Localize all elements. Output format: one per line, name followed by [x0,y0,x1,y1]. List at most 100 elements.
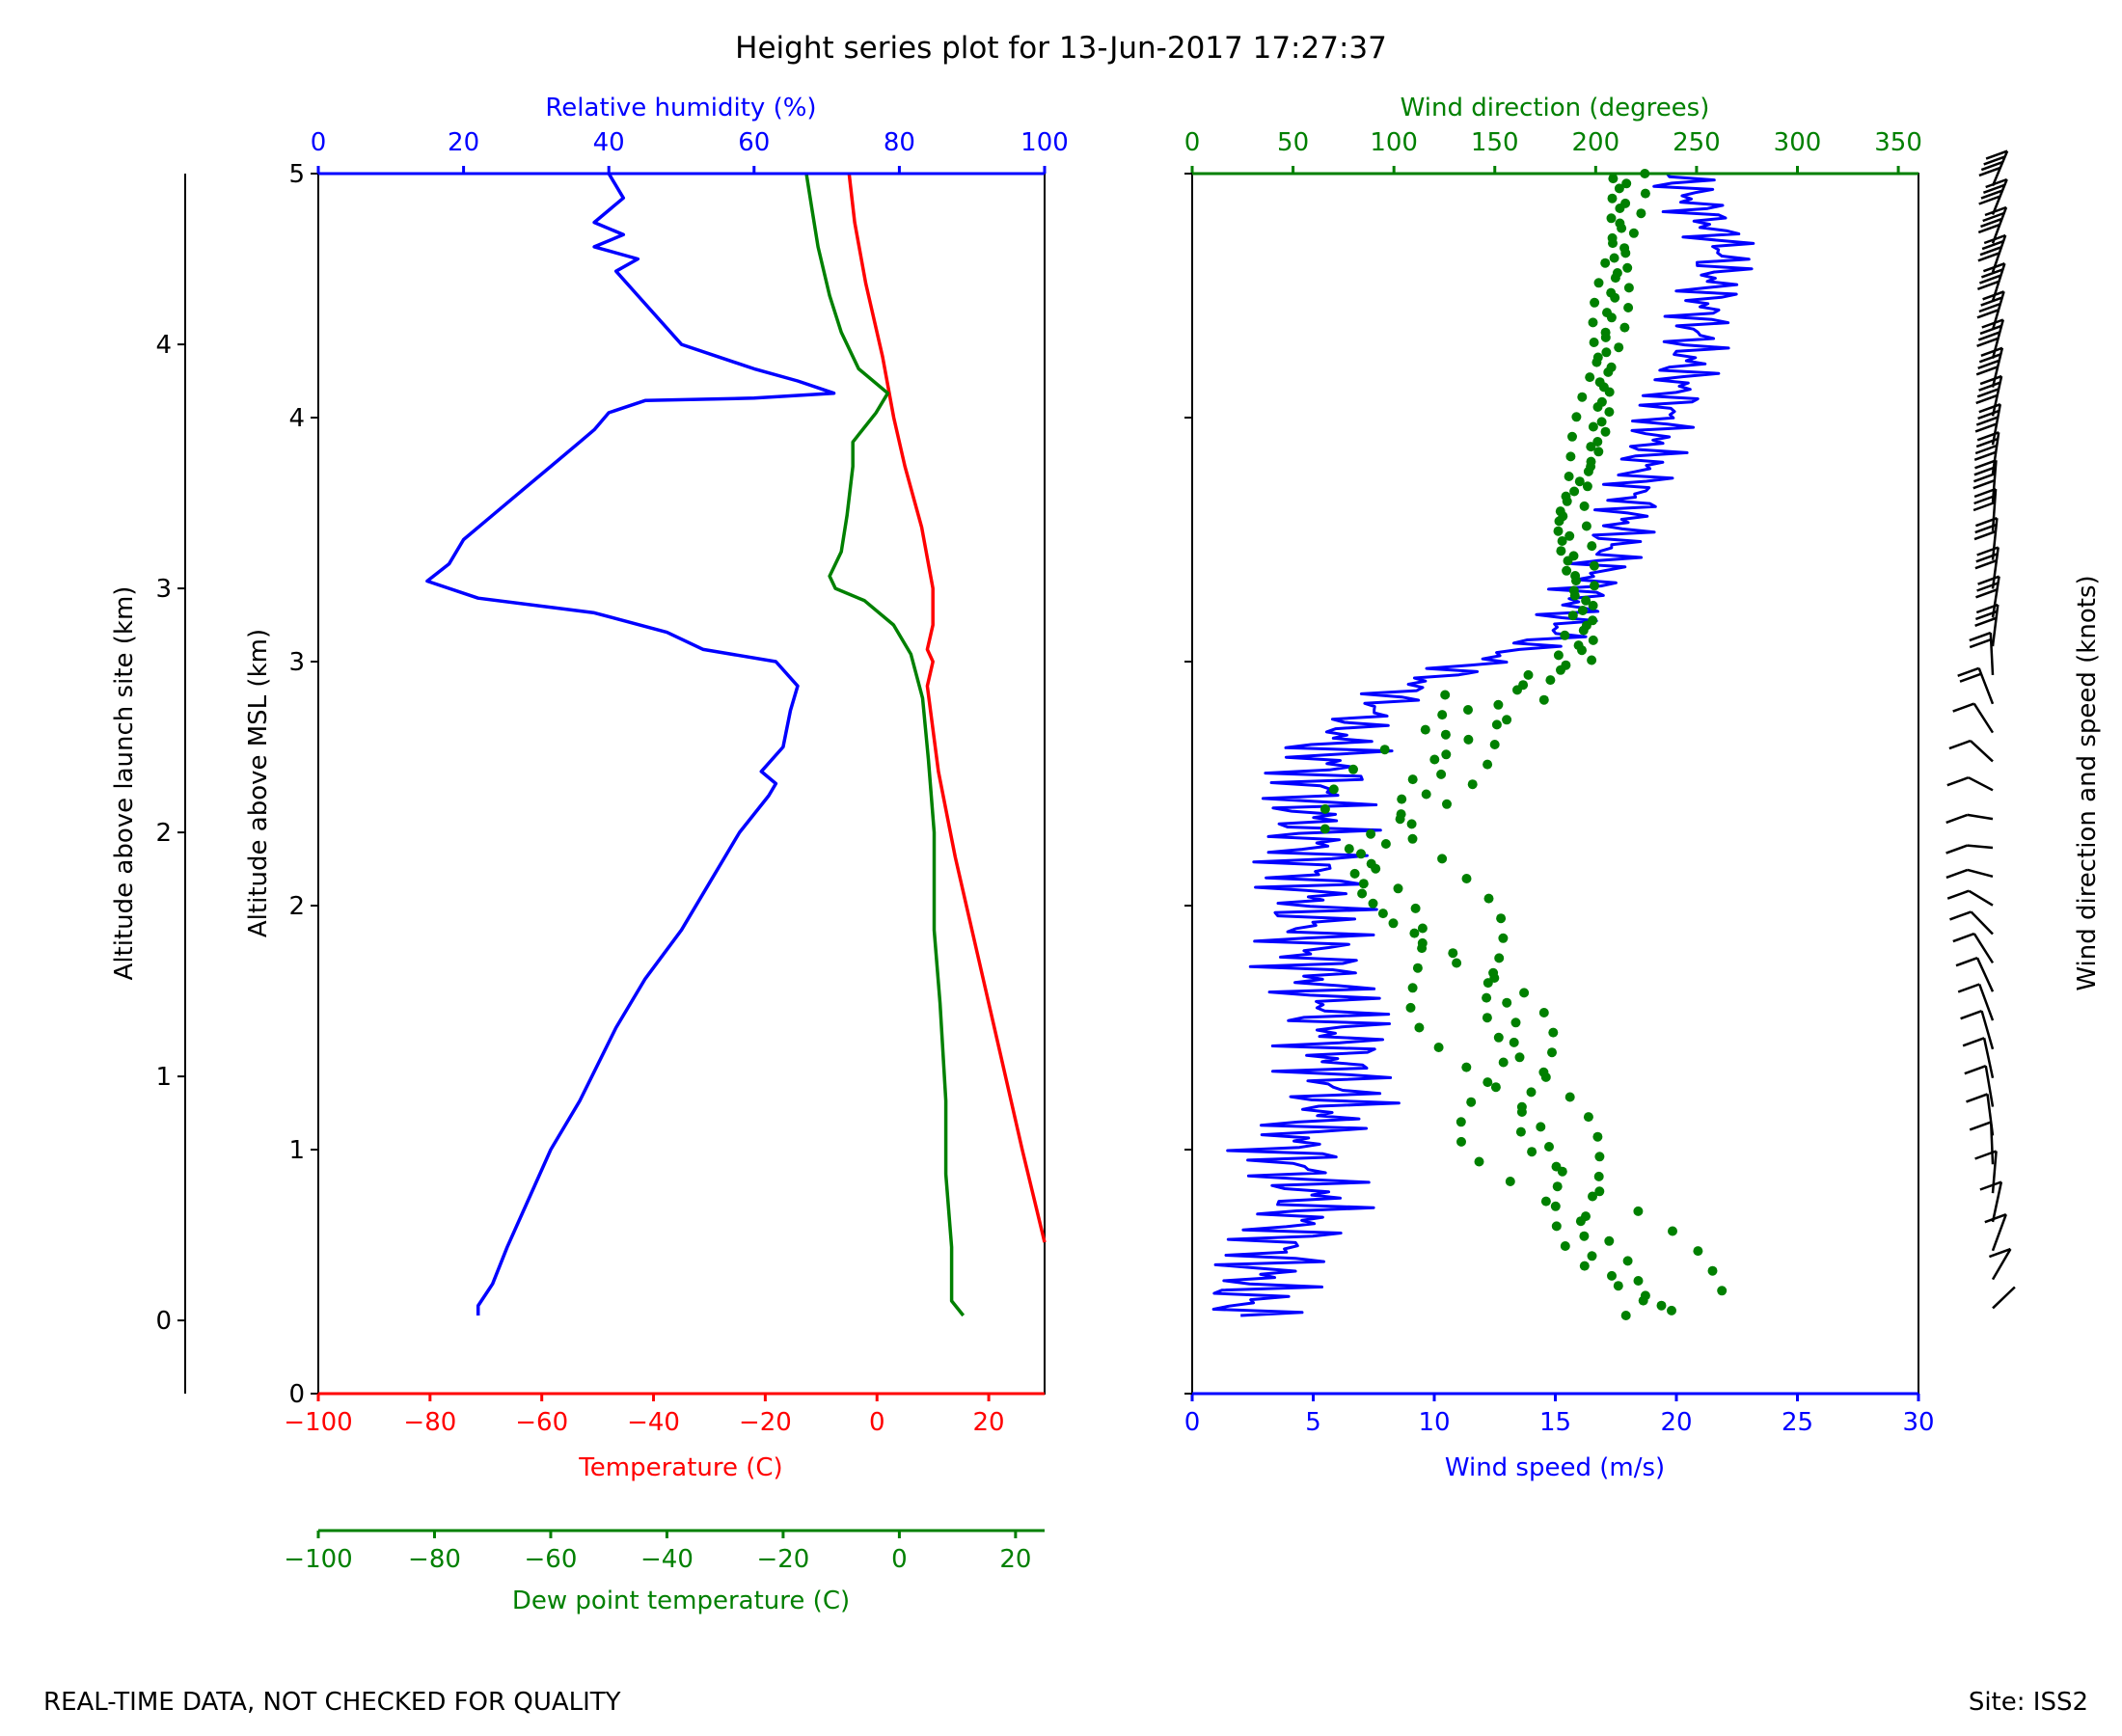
wind-direction-point [1594,1152,1605,1162]
wind-direction-point [1328,784,1339,795]
wind-barb-feather [1978,353,2001,364]
dewpoint-tick-label: −100 [284,1545,352,1574]
wind-direction-point [1366,828,1376,839]
wind-barb-feather [1978,195,2001,205]
wind-barbs-axis-label: Wind direction and speed (knots) [2073,575,2102,990]
wind-barb-feather [1980,296,2003,307]
wind-barb-feather [1973,529,1997,541]
wind-barb-shaft [1967,813,1994,821]
wind-direction-point [1588,421,1598,432]
wind-barb-feather [1945,868,1969,880]
wind-barb-feather [1984,205,2007,217]
wind-direction-point [1668,1226,1677,1236]
humidity-tick-label: 80 [884,128,915,157]
wind-direction-point [1516,1101,1527,1112]
wind-direction-point [1585,372,1595,383]
temperature-tick-label: −20 [739,1408,792,1437]
wind-direction-point [1656,1300,1667,1311]
wind-direction-point [1377,909,1388,919]
wind-direction-point [1609,253,1619,263]
quality-disclaimer: REAL-TIME DATA, NOT CHECKED FOR QUALITY [43,1688,621,1717]
temperature-tick-label: −40 [627,1408,680,1437]
wind-direction-point [1493,1032,1504,1043]
wind-direction-point [1490,1082,1501,1093]
wind-barb-feather [1978,403,2001,414]
wind-barb-feather [1955,957,1978,967]
wind-direction-point [1405,1002,1416,1013]
wind-direction-point [1551,1221,1562,1232]
wind-direction-point [1417,923,1428,934]
wind-barb-feather [1973,487,1997,499]
wind-barb-feather [1969,637,1992,649]
wind-barb-shaft [1991,1213,2007,1252]
wind-barb-feather [1979,374,2002,386]
wind-barb-feather [1975,393,1999,405]
wind-barb-feather [1985,149,2008,160]
launch-tick-label: 2 [155,819,172,848]
wind-direction-point [1564,530,1575,541]
launch-altitude-axis-label: Altitude above launch site (km) [110,586,139,981]
dewpoint-tick-label: 20 [999,1545,1031,1574]
wind-direction-point [1600,258,1611,268]
wind-direction-point [1606,287,1617,298]
wind-direction-point [1593,278,1604,288]
wind-direction-point [1502,715,1512,725]
wind-barb-feather [1975,366,1999,376]
wind-direction-point [1560,630,1570,640]
wind-direction-point [1440,690,1451,700]
dewpoint-tick-label: −40 [640,1545,694,1574]
wind-direction-tick-label: 250 [1673,128,1721,157]
wind-barb-feather [1945,844,1969,854]
wind-direction-point [1569,486,1580,497]
wind-direction-tick-label: 50 [1277,128,1309,157]
wind-barb-feather [1972,473,1996,483]
wind-direction-point [1510,1017,1521,1028]
wind-barbs [1945,149,2016,1310]
wind-direction-point [1606,213,1617,224]
wind-direction-point [1437,710,1448,720]
wind-barb-feather [1973,494,1997,505]
wind-barb-feather [1952,932,1975,943]
wind-barb-shaft [1975,957,1995,992]
wind-direction-point [1582,481,1592,492]
wind-panel: 0 5 10 15 20 25 300 50 100 150 200 250 300 350 Wind d… [1184,94,2102,1482]
wind-barb-shaft [1968,776,1994,792]
wind-direction-tick-label: 200 [1572,128,1620,157]
wind-direction-point [1573,640,1584,651]
temperature-tick-label: 20 [973,1408,1005,1437]
wind-direction-point [1538,1067,1549,1077]
wind-direction-point [1420,724,1430,735]
wind-direction-tick-label: 150 [1471,128,1519,157]
wind-direction-point [1579,1261,1590,1271]
wind-direction-point [1368,898,1378,909]
wind-barb-feather [1957,983,1980,993]
wind-direction-point [1366,858,1376,869]
wind-direction-tick-label: 0 [1184,128,1201,157]
wind-barb-feather [1979,1180,2002,1191]
temperature-tick-label: −100 [284,1408,352,1437]
dewpoint-line [804,173,966,1317]
wind-direction-point [1564,1092,1575,1102]
wind-direction-point [1552,1181,1563,1192]
wind-direction-point [1590,297,1600,308]
wind-direction-point [1456,1136,1466,1147]
wind-barb-shaft [1991,1248,2012,1281]
wind-direction-point [1379,745,1390,755]
wind-direction-point [1620,1311,1631,1320]
wind-direction-point [1407,833,1418,844]
humidity-tick-label: 60 [738,128,770,157]
wind-barb-feather [1979,324,2002,336]
wind-direction-point [1607,1270,1617,1281]
wind-direction-point [1461,874,1472,883]
wind-direction-point [1594,377,1605,388]
wind-direction-point [1348,764,1358,774]
wind-direction-point [1319,824,1330,834]
wind-direction-point [1587,1251,1597,1261]
wind-direction-point [1406,819,1417,829]
wind-direction-tick-label: 100 [1370,128,1418,157]
wind-barb-feather [1974,444,1998,455]
wind-barb-feather [1976,337,2000,347]
wind-direction-point [1514,1052,1525,1063]
wind-direction-point [1623,303,1634,312]
chart-title: Height series plot for 13-Jun-2017 17:27… [735,31,1387,66]
